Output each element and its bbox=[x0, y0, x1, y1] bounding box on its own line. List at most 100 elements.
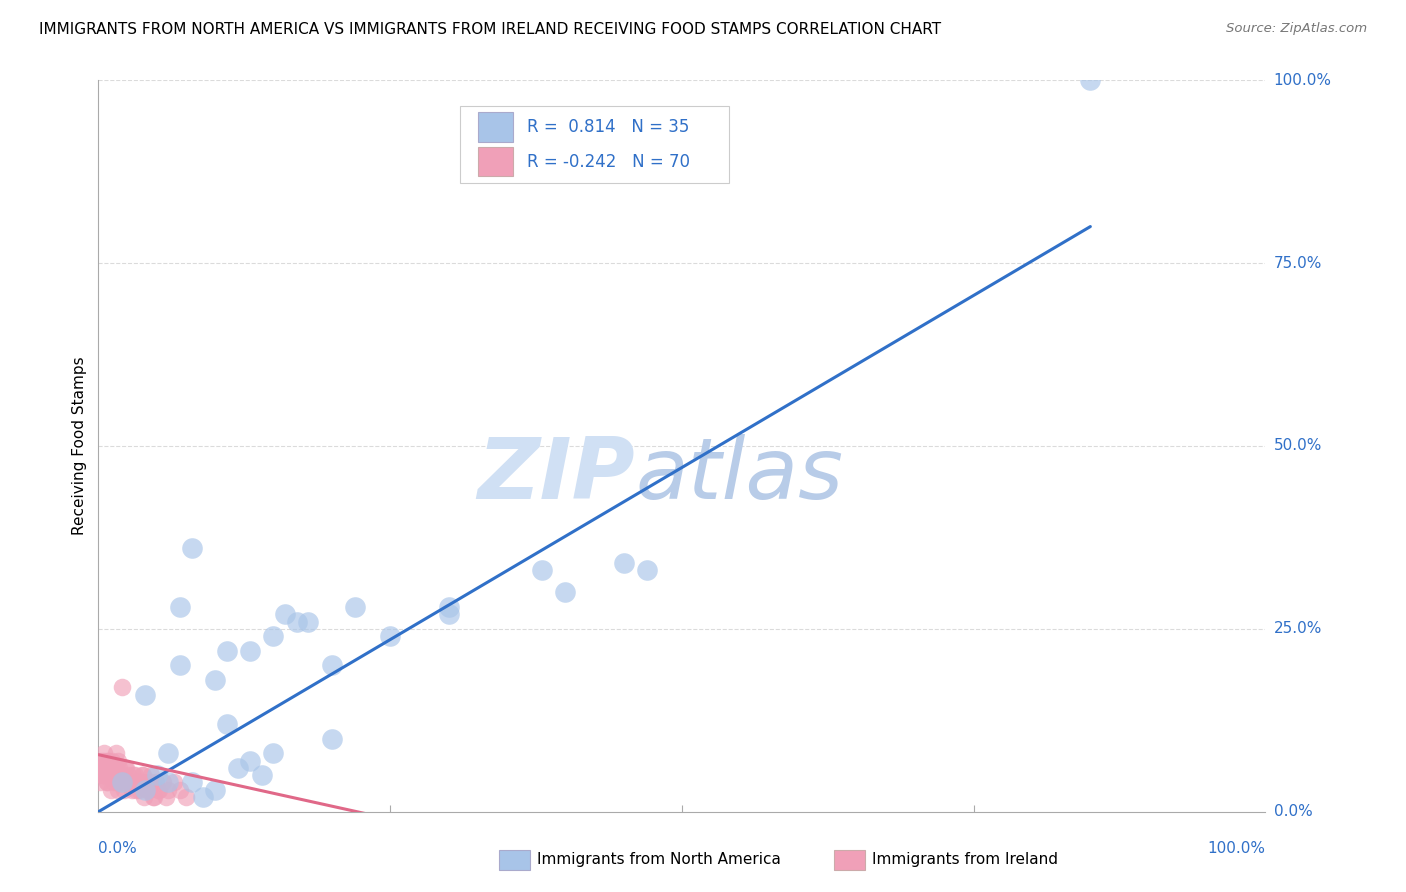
FancyBboxPatch shape bbox=[460, 106, 728, 183]
Point bbox=[274, 607, 297, 622]
Point bbox=[120, 775, 142, 789]
Point bbox=[135, 775, 157, 789]
Point bbox=[87, 761, 110, 775]
Point bbox=[96, 775, 118, 789]
Point bbox=[139, 768, 162, 782]
Point bbox=[90, 761, 112, 775]
Point bbox=[262, 629, 284, 643]
Point bbox=[138, 782, 160, 797]
Point bbox=[104, 761, 127, 775]
Point bbox=[1080, 73, 1102, 87]
Point bbox=[94, 761, 117, 775]
Point bbox=[104, 761, 127, 775]
Point bbox=[157, 782, 180, 797]
Point bbox=[111, 775, 134, 789]
Point bbox=[124, 768, 146, 782]
Point bbox=[125, 782, 148, 797]
Point bbox=[100, 768, 122, 782]
Point bbox=[180, 775, 202, 789]
Point bbox=[285, 615, 308, 629]
Point bbox=[613, 556, 636, 570]
Point bbox=[134, 688, 156, 702]
Point bbox=[239, 754, 262, 768]
Point bbox=[91, 768, 114, 782]
FancyBboxPatch shape bbox=[478, 112, 513, 142]
Point bbox=[163, 775, 186, 789]
Point bbox=[121, 782, 143, 797]
Point bbox=[104, 746, 127, 760]
Point bbox=[97, 754, 120, 768]
Text: R =  0.814   N = 35: R = 0.814 N = 35 bbox=[527, 118, 689, 136]
Point bbox=[98, 768, 121, 782]
Point bbox=[105, 775, 128, 789]
Point bbox=[90, 754, 112, 768]
Point bbox=[146, 782, 169, 797]
Point bbox=[262, 746, 284, 760]
Point bbox=[228, 761, 250, 775]
Point bbox=[530, 563, 553, 577]
Point bbox=[250, 768, 273, 782]
Text: atlas: atlas bbox=[636, 434, 844, 516]
Point bbox=[131, 768, 153, 782]
Point bbox=[110, 768, 132, 782]
Point bbox=[90, 768, 112, 782]
Point bbox=[155, 790, 177, 805]
Point bbox=[89, 761, 111, 775]
Point bbox=[204, 782, 226, 797]
Point bbox=[139, 775, 162, 789]
Point bbox=[107, 754, 129, 768]
Point bbox=[215, 644, 238, 658]
Point bbox=[122, 768, 145, 782]
Point bbox=[169, 782, 191, 797]
Point bbox=[98, 761, 121, 775]
Point bbox=[169, 599, 191, 614]
Point bbox=[89, 775, 111, 789]
Point bbox=[93, 746, 115, 760]
Point bbox=[97, 754, 120, 768]
Point bbox=[101, 754, 124, 768]
Point bbox=[636, 563, 658, 577]
Point bbox=[174, 790, 197, 805]
Text: R = -0.242   N = 70: R = -0.242 N = 70 bbox=[527, 153, 690, 170]
Point bbox=[125, 775, 148, 789]
Point bbox=[114, 761, 136, 775]
Point bbox=[180, 541, 202, 556]
Point bbox=[117, 768, 139, 782]
FancyBboxPatch shape bbox=[478, 147, 513, 177]
Point bbox=[157, 775, 180, 789]
Point bbox=[128, 782, 150, 797]
Point bbox=[136, 782, 159, 797]
Point bbox=[380, 629, 402, 643]
Point bbox=[93, 754, 115, 768]
Point bbox=[215, 717, 238, 731]
Point bbox=[105, 775, 128, 789]
Point bbox=[108, 768, 131, 782]
Point bbox=[193, 790, 215, 805]
Point bbox=[437, 599, 460, 614]
Point bbox=[111, 775, 134, 789]
Text: 0.0%: 0.0% bbox=[98, 841, 138, 856]
Point bbox=[97, 768, 120, 782]
Text: 100.0%: 100.0% bbox=[1208, 841, 1265, 856]
Point bbox=[110, 768, 132, 782]
Text: 0.0%: 0.0% bbox=[1274, 805, 1312, 819]
Point bbox=[103, 775, 125, 789]
Point bbox=[321, 658, 343, 673]
Y-axis label: Receiving Food Stamps: Receiving Food Stamps bbox=[72, 357, 87, 535]
Text: 25.0%: 25.0% bbox=[1274, 622, 1322, 636]
Text: ZIP: ZIP bbox=[478, 434, 636, 516]
Point bbox=[204, 673, 226, 687]
Text: Immigrants from Ireland: Immigrants from Ireland bbox=[872, 853, 1057, 867]
Point bbox=[437, 607, 460, 622]
Point bbox=[157, 746, 180, 760]
Point bbox=[152, 775, 174, 789]
Text: IMMIGRANTS FROM NORTH AMERICA VS IMMIGRANTS FROM IRELAND RECEIVING FOOD STAMPS C: IMMIGRANTS FROM NORTH AMERICA VS IMMIGRA… bbox=[39, 22, 942, 37]
Point bbox=[111, 681, 134, 695]
Point bbox=[145, 775, 167, 789]
Point bbox=[107, 782, 129, 797]
Text: Immigrants from North America: Immigrants from North America bbox=[537, 853, 780, 867]
Text: 75.0%: 75.0% bbox=[1274, 256, 1322, 270]
Point bbox=[132, 768, 155, 782]
Point bbox=[103, 768, 125, 782]
Point bbox=[129, 775, 152, 789]
